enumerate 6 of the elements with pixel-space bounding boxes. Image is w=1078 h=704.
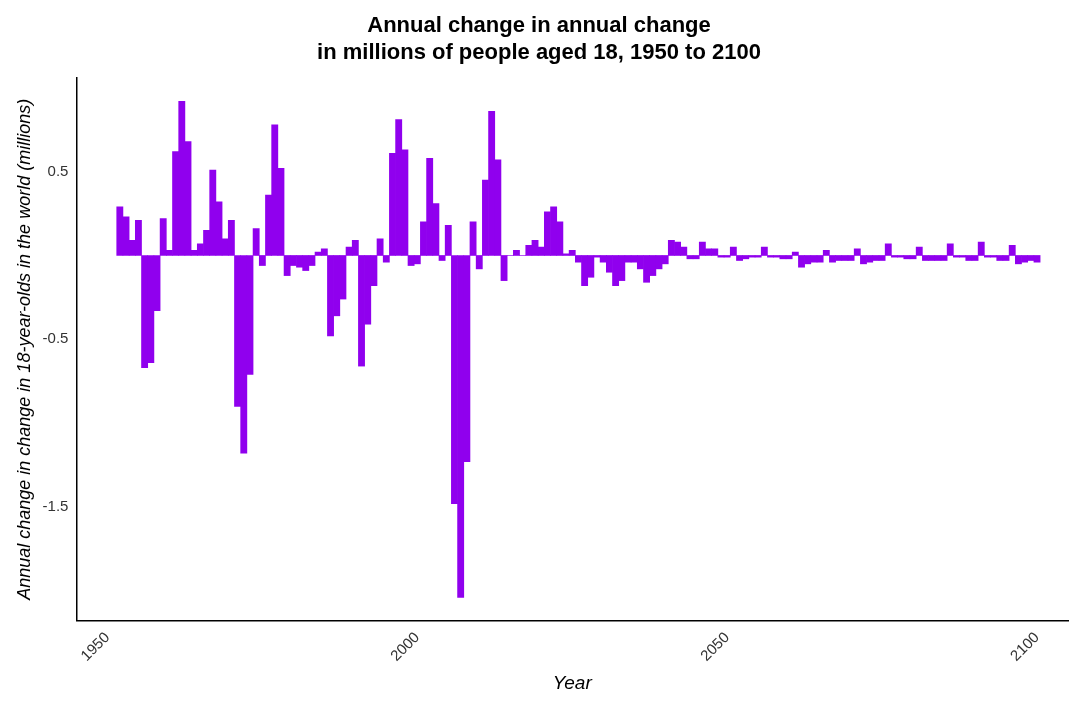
y-tick-label: -1.5 xyxy=(42,497,69,515)
y-tick-label: 0.5 xyxy=(47,161,69,179)
y-tick-label: -0.5 xyxy=(42,329,69,347)
y-axis-title: Annual change in change in 18-year-olds in the world (millions) xyxy=(13,98,34,601)
chart-title: Annual change in annual change in millions of people aged 18, 1950 to 2100 xyxy=(317,12,761,64)
x-axis-title: Year xyxy=(552,671,593,693)
